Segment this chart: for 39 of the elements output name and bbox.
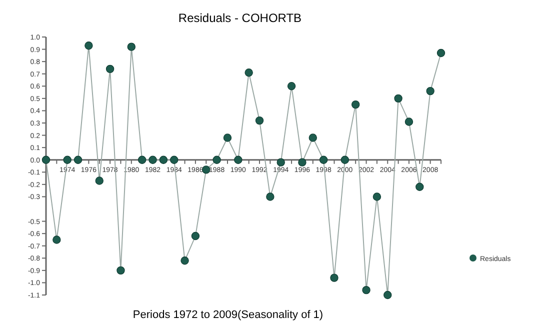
point	[95, 176, 104, 185]
point	[52, 236, 61, 244]
point	[404, 118, 414, 126]
point	[372, 192, 382, 201]
point	[255, 116, 264, 125]
point	[180, 256, 189, 265]
point	[384, 290, 392, 300]
point	[330, 274, 338, 282]
point	[234, 156, 242, 164]
point	[63, 156, 72, 164]
point	[287, 82, 296, 90]
point	[84, 42, 93, 50]
point	[416, 182, 424, 191]
point	[340, 156, 350, 164]
point	[42, 156, 50, 164]
point	[426, 86, 434, 96]
point	[138, 156, 146, 164]
point	[159, 156, 168, 164]
point	[308, 134, 317, 142]
point	[223, 134, 232, 142]
point	[319, 156, 328, 164]
point	[127, 42, 136, 51]
point	[351, 100, 360, 109]
point	[298, 158, 306, 166]
point	[191, 232, 200, 240]
x-axis-title: Periods 1972 to 2009(Seasonality of 1)	[132, 309, 324, 321]
point	[148, 156, 157, 164]
point	[106, 64, 114, 74]
point	[212, 156, 221, 164]
point	[116, 266, 125, 275]
point	[436, 48, 446, 58]
point	[170, 156, 178, 164]
point	[244, 68, 253, 77]
point	[266, 192, 274, 201]
chart-title: Residuals - COHORTB	[178, 11, 302, 25]
point	[276, 158, 285, 166]
point	[362, 286, 370, 294]
point	[394, 94, 402, 103]
point	[74, 156, 82, 164]
